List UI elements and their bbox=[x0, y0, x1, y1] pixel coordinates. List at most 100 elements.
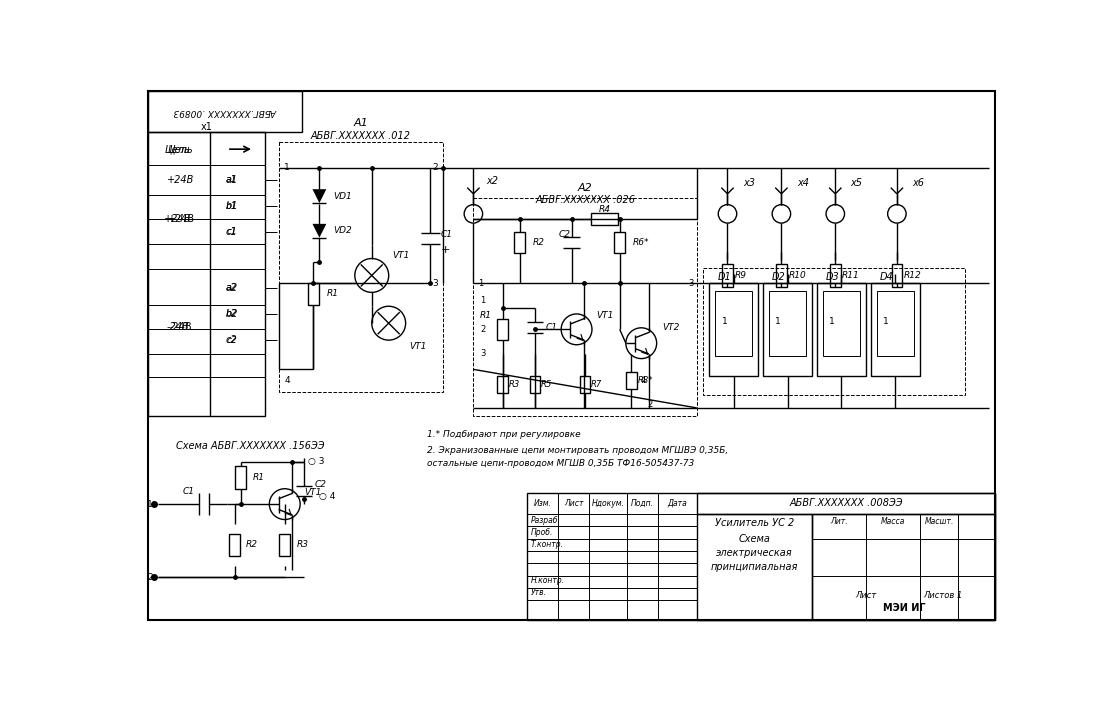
Bar bbox=[722, 264, 733, 287]
Text: +: + bbox=[441, 245, 451, 255]
Text: VT1: VT1 bbox=[410, 341, 426, 351]
Bar bbox=[279, 142, 443, 393]
Text: D3: D3 bbox=[826, 272, 839, 282]
Bar bbox=[148, 91, 302, 132]
Text: Лит.: Лит. bbox=[830, 517, 848, 527]
Text: -24В: -24В bbox=[166, 322, 189, 332]
Text: a2: a2 bbox=[225, 283, 238, 293]
Text: АБВГ.XXXXXXX .008ЭЭ: АБВГ.XXXXXXX .008ЭЭ bbox=[789, 498, 903, 508]
Text: A1: A1 bbox=[354, 118, 368, 128]
Text: Т.контр.: Т.контр. bbox=[530, 541, 564, 549]
Text: принципиальная: принципиальная bbox=[711, 562, 798, 572]
Bar bbox=[229, 534, 240, 555]
Text: R5: R5 bbox=[541, 380, 552, 389]
Bar bbox=[530, 377, 540, 394]
Text: 2: 2 bbox=[480, 325, 485, 334]
Circle shape bbox=[464, 205, 482, 223]
Text: Листов 1: Листов 1 bbox=[923, 591, 963, 601]
Bar bbox=[709, 283, 758, 375]
Text: c2: c2 bbox=[225, 335, 238, 345]
Text: 3: 3 bbox=[480, 349, 485, 358]
Circle shape bbox=[826, 205, 845, 223]
Bar bbox=[498, 318, 508, 340]
Text: 2: 2 bbox=[432, 163, 437, 172]
Text: D4: D4 bbox=[879, 272, 893, 282]
Text: b2: b2 bbox=[225, 310, 238, 318]
Text: x5: x5 bbox=[850, 178, 863, 188]
Text: R11: R11 bbox=[843, 271, 860, 280]
Bar bbox=[822, 291, 860, 356]
Text: C2: C2 bbox=[315, 480, 327, 489]
Bar bbox=[590, 213, 618, 225]
Text: c1: c1 bbox=[225, 227, 238, 237]
Text: АБВГ.XXXXXXX .012: АБВГ.XXXXXXX .012 bbox=[311, 131, 411, 141]
Bar bbox=[696, 493, 995, 514]
Text: ○ 3: ○ 3 bbox=[308, 458, 325, 466]
Text: R1: R1 bbox=[327, 289, 339, 298]
Text: C1: C1 bbox=[441, 230, 453, 239]
Text: x4: x4 bbox=[797, 178, 809, 188]
Bar bbox=[877, 291, 914, 356]
Bar bbox=[776, 264, 787, 287]
Text: C1: C1 bbox=[183, 486, 194, 496]
Polygon shape bbox=[312, 224, 326, 238]
Text: b2: b2 bbox=[225, 309, 238, 319]
Text: a2: a2 bbox=[225, 283, 238, 292]
Bar bbox=[769, 291, 806, 356]
Text: VD1: VD1 bbox=[334, 191, 352, 201]
Bar bbox=[817, 283, 866, 375]
Text: VT2: VT2 bbox=[662, 322, 680, 332]
Text: R3: R3 bbox=[296, 541, 308, 549]
Text: Лист: Лист bbox=[856, 591, 877, 601]
Text: C2: C2 bbox=[558, 230, 570, 239]
Bar bbox=[870, 283, 920, 375]
Text: 1: 1 bbox=[479, 279, 483, 288]
Text: R8*: R8* bbox=[637, 377, 653, 385]
Text: 2: 2 bbox=[648, 400, 653, 408]
Bar bbox=[830, 264, 840, 287]
Text: Цель: Цель bbox=[165, 144, 191, 154]
Text: b1: b1 bbox=[225, 201, 238, 211]
Text: Схема АБВГ.XXXXXXX .156ЭЭ: Схема АБВГ.XXXXXXX .156ЭЭ bbox=[176, 441, 325, 451]
Text: VT1: VT1 bbox=[393, 251, 410, 260]
Text: R12: R12 bbox=[904, 271, 922, 280]
Text: Проб.: Проб. bbox=[530, 528, 552, 537]
Text: A2: A2 bbox=[578, 184, 593, 194]
Text: R3: R3 bbox=[509, 380, 520, 389]
Text: ○ 4: ○ 4 bbox=[319, 492, 336, 501]
Text: D2: D2 bbox=[771, 272, 786, 282]
Text: 1: 1 bbox=[147, 500, 153, 508]
Text: +24В: +24В bbox=[167, 227, 194, 237]
Text: АБВГ.XXXXXXX .00893: АБВГ.XXXXXXX .00893 bbox=[174, 107, 277, 116]
Text: Масшт.: Масшт. bbox=[924, 517, 954, 527]
Bar bbox=[614, 232, 625, 253]
Bar bbox=[514, 232, 525, 253]
Text: b1: b1 bbox=[225, 201, 238, 210]
Text: -24В: -24В bbox=[170, 322, 192, 332]
Text: Схема: Схема bbox=[739, 534, 770, 543]
Text: R2: R2 bbox=[532, 238, 545, 247]
Bar bbox=[626, 372, 636, 389]
Text: C1: C1 bbox=[546, 323, 558, 332]
Text: R10: R10 bbox=[788, 271, 806, 280]
Text: R9: R9 bbox=[734, 271, 747, 280]
Text: остальные цепи-проводом МГШВ 0,35Б ТФ16-505437-73: остальные цепи-проводом МГШВ 0,35Б ТФ16-… bbox=[427, 459, 694, 468]
Text: 2. Экранизованные цепи монтировать проводом МГШВЭ 0,35Б,: 2. Экранизованные цепи монтировать прово… bbox=[427, 446, 729, 455]
Bar bbox=[696, 514, 812, 620]
Circle shape bbox=[772, 205, 790, 223]
Text: R7: R7 bbox=[591, 380, 603, 389]
Text: 1: 1 bbox=[480, 296, 485, 305]
Text: VT1: VT1 bbox=[597, 311, 614, 320]
Text: Цель: Цель bbox=[169, 144, 193, 154]
Bar bbox=[308, 283, 319, 305]
Text: Разраб.: Разраб. bbox=[530, 516, 560, 524]
Circle shape bbox=[719, 205, 737, 223]
Bar bbox=[235, 465, 247, 489]
Bar bbox=[763, 283, 812, 375]
Text: x1: x1 bbox=[201, 122, 213, 132]
Bar bbox=[703, 268, 964, 395]
Text: +24В: +24В bbox=[164, 214, 192, 225]
Text: 1: 1 bbox=[883, 317, 889, 326]
Text: Подп.: Подп. bbox=[632, 499, 654, 508]
Circle shape bbox=[887, 205, 906, 223]
